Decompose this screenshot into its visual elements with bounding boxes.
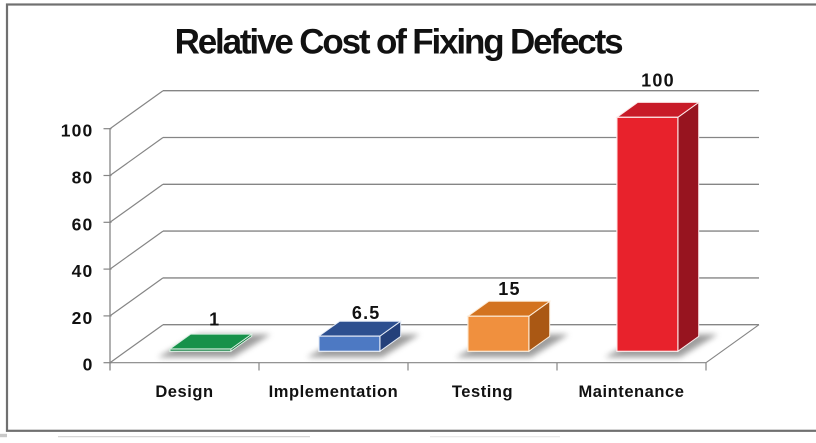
svg-text:40: 40 xyxy=(72,261,94,281)
svg-text:Implementation: Implementation xyxy=(269,383,399,401)
svg-text:6.5: 6.5 xyxy=(352,303,381,323)
svg-text:15: 15 xyxy=(498,279,520,299)
svg-text:0: 0 xyxy=(83,355,94,375)
svg-text:Maintenance: Maintenance xyxy=(579,383,685,401)
svg-text:80: 80 xyxy=(72,168,94,188)
svg-text:Relative Cost of Fixing Defect: Relative Cost of Fixing Defects xyxy=(175,23,623,62)
svg-text:1: 1 xyxy=(209,310,220,330)
svg-text:100: 100 xyxy=(641,70,675,90)
svg-text:Design: Design xyxy=(155,383,213,401)
svg-text:Testing: Testing xyxy=(452,383,513,401)
svg-text:60: 60 xyxy=(72,214,94,234)
svg-text:20: 20 xyxy=(72,308,94,328)
svg-text:100: 100 xyxy=(61,121,94,141)
